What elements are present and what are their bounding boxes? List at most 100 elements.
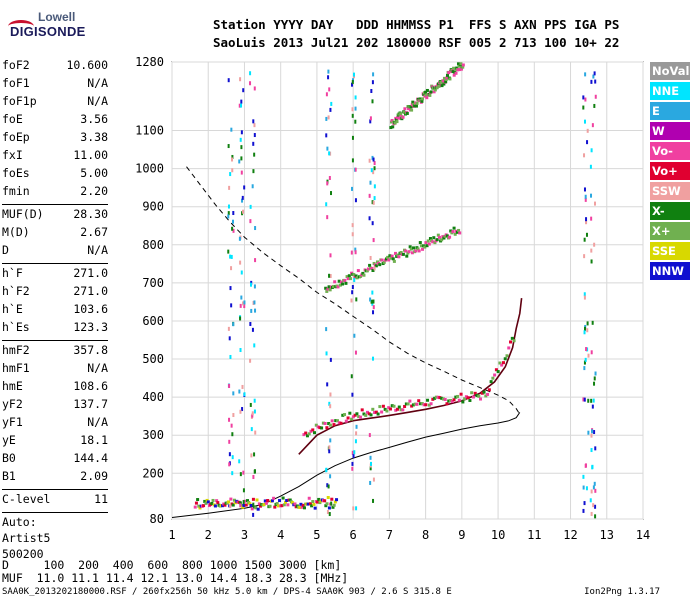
interference-point [254,430,257,435]
echo-point [390,404,394,408]
echo-point [456,62,460,66]
interference-point [583,292,586,297]
param-key: foF1p [2,94,37,108]
interference-point [590,350,593,355]
echo-point [316,425,320,429]
interference-point [586,140,589,145]
interference-point [251,413,254,418]
echo-point [418,241,422,245]
echo-point [447,71,451,75]
echo-point [512,339,516,343]
echo-point [442,236,446,240]
echo-point [281,496,285,500]
echo-point [390,254,394,258]
interference-point [228,384,231,389]
interference-point [228,439,231,444]
echo-point [302,433,306,437]
interference-point [593,430,596,435]
interference-point [372,299,375,304]
echo-point [394,118,398,122]
echo-point [250,507,254,511]
echo-point [437,235,441,239]
param-key: foEp [2,130,30,144]
echo-point [417,249,421,253]
x-tick-label: 4 [277,528,284,542]
param-key: D [2,243,9,257]
interference-point [594,446,597,451]
echo-point [373,410,377,414]
interference-point [249,204,252,209]
y-tick-label: 900 [142,200,164,214]
interference-point [253,86,256,91]
echo-point [411,100,415,104]
echo-point [311,500,315,504]
interference-point [242,88,245,93]
interference-point [232,413,235,418]
echo-point [313,431,317,435]
interference-point [240,170,243,175]
legend-item-e: E [650,102,690,120]
interference-point [241,195,244,200]
x-tick-label: 5 [313,528,320,542]
echo-point [442,82,446,86]
param-row-hmf1: hmF1 N/A [2,361,108,379]
param-key: yF2 [2,397,23,411]
interference-point [593,201,596,206]
interference-point [229,286,232,291]
legend-item-voplus: Vo+ [650,162,690,180]
echo-point [327,422,331,426]
interference-point [252,474,255,479]
param-key: foF2 [2,58,30,72]
interference-point [243,392,246,397]
interference-point [254,308,257,313]
echo-point [318,501,322,505]
echo-point [328,288,332,292]
interference-point [369,255,372,260]
interference-point [585,347,588,352]
interference-point [368,216,371,221]
y-tick-label: 500 [142,352,164,366]
interference-point [584,463,587,468]
interference-point [373,166,376,171]
param-row-fof2: foF2 10.600 [2,58,108,76]
echo-point [448,77,452,81]
param-value: 3.38 [80,130,108,144]
echo-point [370,266,374,270]
x-tick-label: 12 [563,528,577,542]
interference-point [369,480,372,485]
interference-point [327,115,330,120]
echo-point [355,412,359,416]
echo-point [461,63,465,67]
interference-point [253,123,256,128]
echo-point [325,502,329,506]
echo-point [416,247,420,251]
interference-point [326,483,329,488]
interference-point [582,508,585,513]
interference-point [369,455,372,460]
echo-point [447,399,451,403]
interference-point [249,358,252,363]
echo-point [397,255,401,259]
interference-point [243,304,246,309]
interference-point [327,75,330,80]
echo-point [450,399,454,403]
interference-point [583,237,586,242]
interference-point [231,471,234,476]
echo-point [401,115,405,119]
echo-point [366,267,370,271]
interference-point [584,72,587,77]
series-line-0 [186,166,521,415]
interference-point [252,141,255,146]
echo-point [445,234,449,238]
interference-point [329,357,332,362]
echo-point [308,502,312,506]
param-value: 2.67 [80,225,108,239]
echo-point [314,423,318,427]
interference-point [232,211,235,216]
echo-point [401,408,405,412]
echo-point [305,434,309,438]
echo-point [339,421,343,425]
interference-point [241,407,244,412]
echo-point [280,504,284,508]
echo-point [203,499,207,503]
